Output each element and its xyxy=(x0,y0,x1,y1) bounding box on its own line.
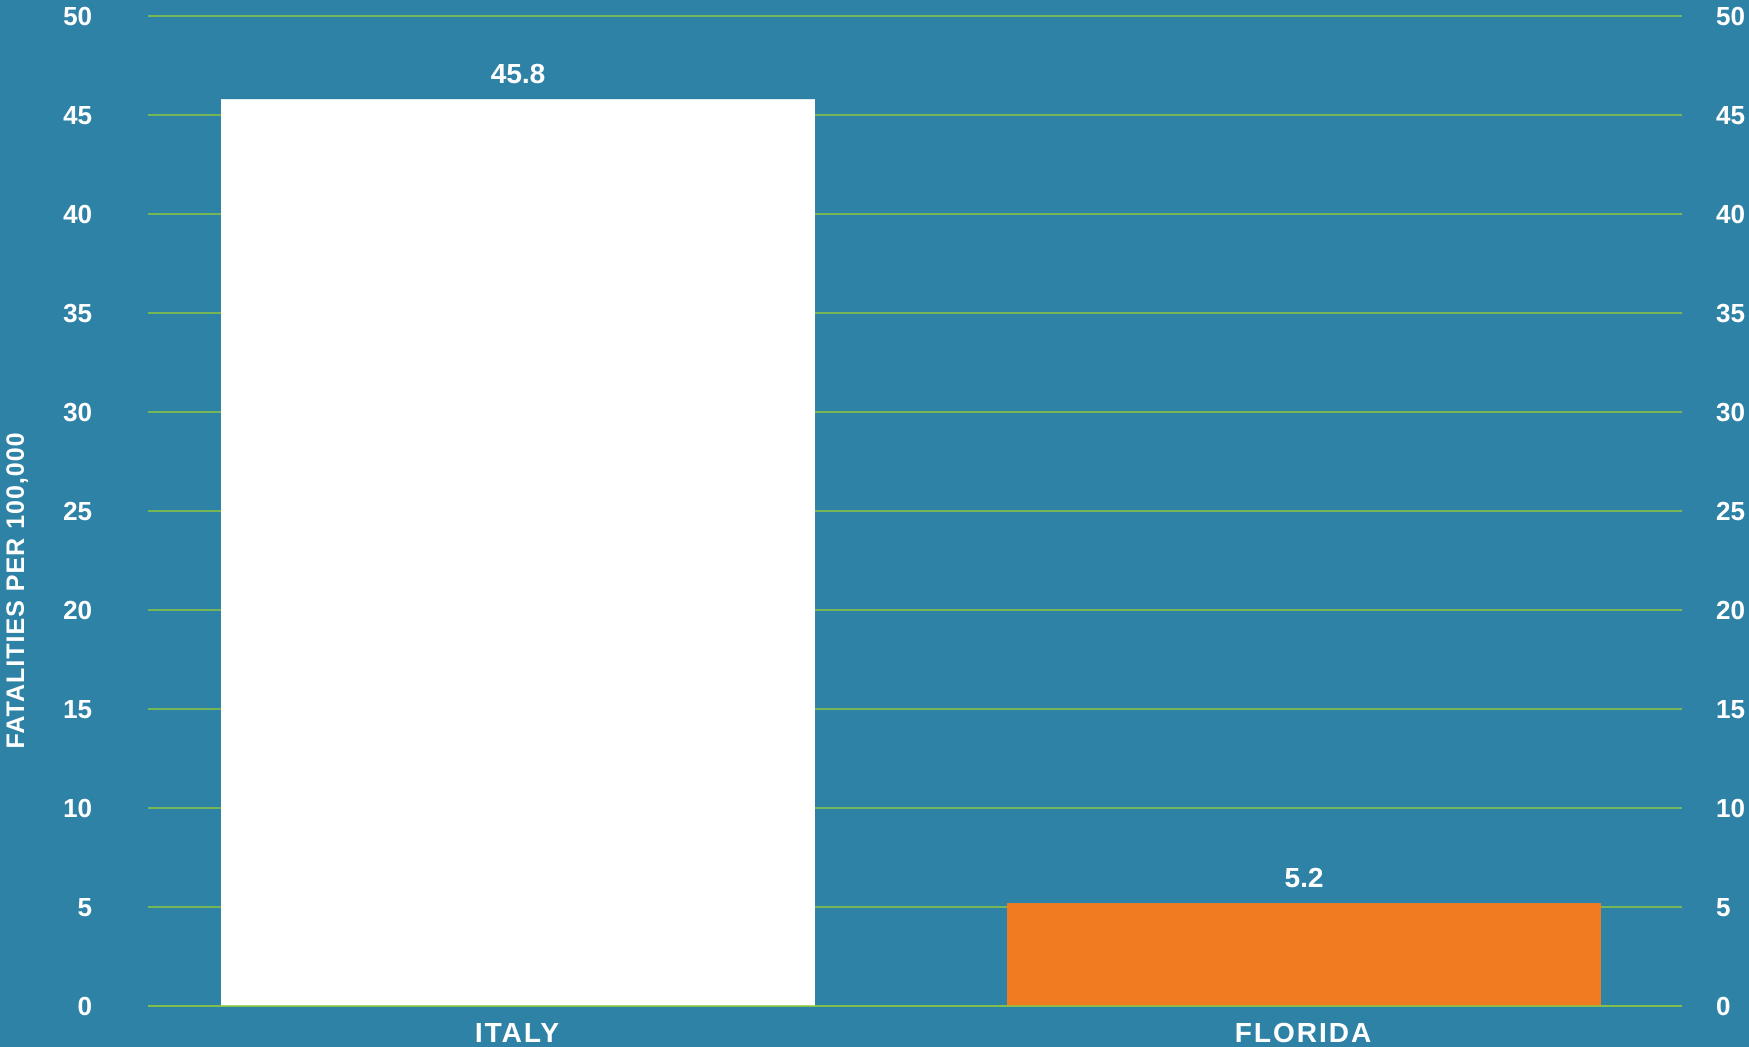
right-y-axis-ticks: 0 5 10 15 20 25 30 35 40 45 50 xyxy=(1716,1,1745,1021)
right-y-tick-30: 30 xyxy=(1716,397,1745,427)
left-y-tick-5: 5 xyxy=(78,892,92,922)
left-y-tick-15: 15 xyxy=(63,694,92,724)
left-y-axis-ticks: 0 5 10 15 20 25 30 35 40 45 50 xyxy=(63,1,92,1021)
left-y-tick-35: 35 xyxy=(63,298,92,328)
bar-value-labels: 45.8 5.2 xyxy=(491,58,1324,893)
y-axis-title: FATALITIES PER 100,000 xyxy=(2,431,30,748)
category-label-florida: FLORIDA xyxy=(1235,1017,1373,1047)
left-y-tick-50: 50 xyxy=(63,1,92,31)
bars xyxy=(148,99,1682,1007)
left-y-tick-0: 0 xyxy=(78,991,92,1021)
bar-florida xyxy=(1007,903,1601,1006)
left-y-tick-20: 20 xyxy=(63,595,92,625)
right-y-tick-45: 45 xyxy=(1716,100,1745,130)
bar-italy xyxy=(221,99,815,1006)
left-y-tick-25: 25 xyxy=(63,496,92,526)
value-label-florida: 5.2 xyxy=(1285,862,1324,893)
right-y-tick-15: 15 xyxy=(1716,694,1745,724)
left-y-tick-45: 45 xyxy=(63,100,92,130)
value-label-italy: 45.8 xyxy=(491,58,546,89)
right-y-tick-5: 5 xyxy=(1716,892,1730,922)
right-y-tick-25: 25 xyxy=(1716,496,1745,526)
right-y-tick-10: 10 xyxy=(1716,793,1745,823)
category-label-italy: ITALY xyxy=(475,1017,561,1047)
left-y-tick-40: 40 xyxy=(63,199,92,229)
right-y-tick-50: 50 xyxy=(1716,1,1745,31)
right-y-tick-35: 35 xyxy=(1716,298,1745,328)
right-y-tick-40: 40 xyxy=(1716,199,1745,229)
left-y-tick-30: 30 xyxy=(63,397,92,427)
right-y-tick-0: 0 xyxy=(1716,991,1730,1021)
x-axis-category-labels: ITALY FLORIDA xyxy=(475,1017,1373,1047)
left-y-tick-10: 10 xyxy=(63,793,92,823)
right-y-tick-20: 20 xyxy=(1716,595,1745,625)
